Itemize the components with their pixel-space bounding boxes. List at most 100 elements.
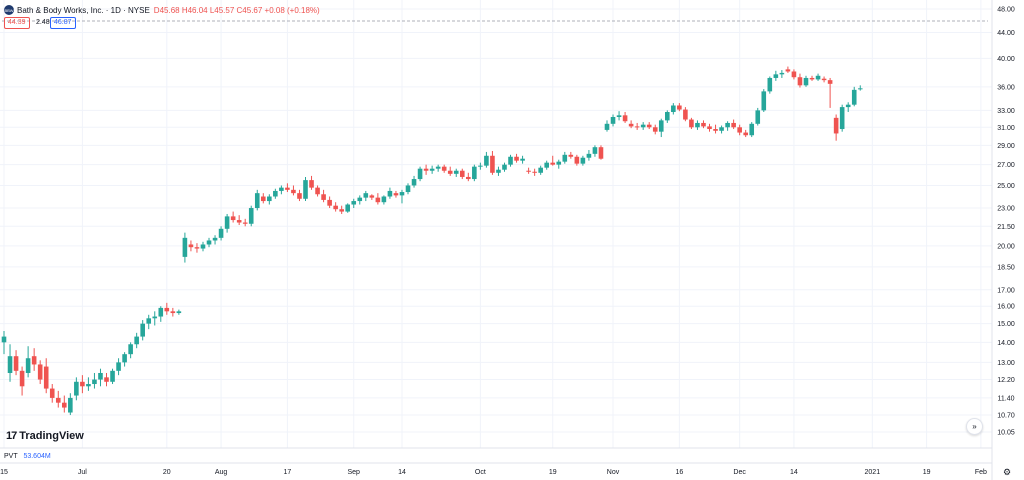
candle-body (749, 123, 755, 136)
candle-body (212, 237, 218, 241)
candle-up (68, 393, 73, 416)
candle-down (369, 194, 375, 200)
candle-down (423, 164, 429, 175)
candle-body (164, 307, 170, 312)
candle-down (297, 189, 302, 202)
candle-body (393, 193, 399, 196)
candlestick-series[interactable] (1, 66, 863, 416)
candle-body (845, 104, 851, 108)
candle-body (773, 74, 779, 78)
candle-up (472, 164, 477, 182)
candle-body (176, 311, 182, 314)
candle-down (791, 69, 797, 80)
candle-down (104, 372, 109, 387)
candle-body (182, 237, 188, 257)
candle-body (327, 199, 332, 206)
candle-body (230, 216, 236, 221)
symbol-logo-icon: BBW (4, 5, 14, 15)
price-tick-label: 20.00 (997, 243, 1015, 250)
candle-body (260, 196, 266, 202)
candle-body (291, 189, 296, 194)
price-tick-label: 13.00 (997, 360, 1015, 367)
candle-down (574, 154, 580, 166)
candle-body (254, 193, 260, 209)
candle-body (321, 194, 326, 200)
candle-body (224, 216, 230, 229)
candle-up (417, 166, 423, 182)
candle-body (351, 201, 357, 205)
candle-up (592, 145, 598, 157)
gear-icon[interactable]: ⚙ (1003, 467, 1012, 477)
candle-body (658, 120, 664, 132)
price-tick-label: 10.70 (997, 413, 1015, 420)
candle-down (80, 375, 85, 394)
candle-up (544, 160, 549, 170)
candle-body (363, 193, 369, 198)
candle-body (550, 162, 556, 165)
candle-up (719, 125, 724, 134)
time-axis[interactable]: 15 Jul 20 Aug 17 Sep 14 Oct 19 Nov 16 Dec 14 2021 19 Fe… (0, 469, 987, 476)
candle-up (411, 175, 417, 188)
candle-body (13, 356, 19, 371)
candle-body (713, 129, 718, 131)
candle-body (405, 185, 411, 193)
candle-down (646, 122, 652, 130)
candle-down (490, 150, 495, 175)
symbol-title[interactable]: Bath & Body Works, Inc. · 1D · NYSE (17, 5, 150, 15)
candle-up (610, 114, 616, 127)
candle-body (206, 240, 212, 245)
candle-up (140, 320, 145, 341)
candle-body (514, 156, 519, 161)
price-tick-label: 31.00 (997, 125, 1015, 132)
candle-body (417, 168, 423, 180)
candle-down (785, 66, 791, 73)
candle-body (622, 115, 628, 122)
scroll-to-realtime-button[interactable]: » (966, 418, 983, 435)
pvt-indicator-legend[interactable]: PVT 53.604M (4, 453, 51, 460)
candle-up (399, 189, 405, 204)
ask-price-box[interactable]: 46.87 (50, 17, 76, 29)
candle-up (267, 194, 272, 205)
candle-body (568, 154, 574, 157)
candle-up (478, 162, 483, 170)
candle-down (194, 243, 200, 253)
candle-body (809, 77, 815, 80)
candle-down (393, 190, 399, 198)
candle-body (671, 105, 676, 113)
chart-legend: BBW Bath & Body Works, Inc. · 1D · NYSE … (4, 3, 320, 17)
price-tick-label: 44.00 (997, 30, 1015, 37)
candle-body (158, 307, 164, 317)
candle-up (435, 164, 441, 172)
candle-up (25, 346, 31, 378)
price-tick-label: 12.20 (997, 377, 1015, 384)
price-axis[interactable]: 48.00 44.00 40.00 36.00 33.00 31.00 29.00 27.00… (997, 7, 1015, 437)
candle-body (665, 112, 670, 121)
candle-up (1, 330, 7, 355)
candle-body (466, 176, 471, 180)
candle-up (86, 377, 91, 391)
candle-down (13, 350, 19, 376)
price-tick-label: 40.00 (997, 56, 1015, 63)
candle-body (743, 132, 748, 136)
time-tick-label: 20 (163, 469, 171, 476)
candle-down (242, 218, 248, 227)
candle-body (677, 105, 682, 110)
candle-body (369, 195, 375, 198)
candle-body (755, 110, 761, 124)
candle-body (634, 126, 640, 128)
candle-body (357, 197, 363, 202)
candle-body (273, 190, 278, 197)
time-tick-label: 14 (790, 469, 798, 476)
pvt-label: PVT (4, 453, 18, 460)
bid-price-box[interactable]: 44.39 (4, 17, 30, 29)
candle-down (230, 211, 236, 223)
price-tick-label: 15.00 (997, 321, 1015, 328)
time-tick-label: 19 (923, 469, 931, 476)
tradingview-logo[interactable]: 17 TradingView (6, 430, 84, 442)
candle-down (550, 155, 556, 166)
candle-up (200, 241, 206, 252)
candle-down (677, 103, 682, 112)
candle-body (19, 370, 25, 387)
price-tick-label: 18.50 (997, 264, 1015, 271)
